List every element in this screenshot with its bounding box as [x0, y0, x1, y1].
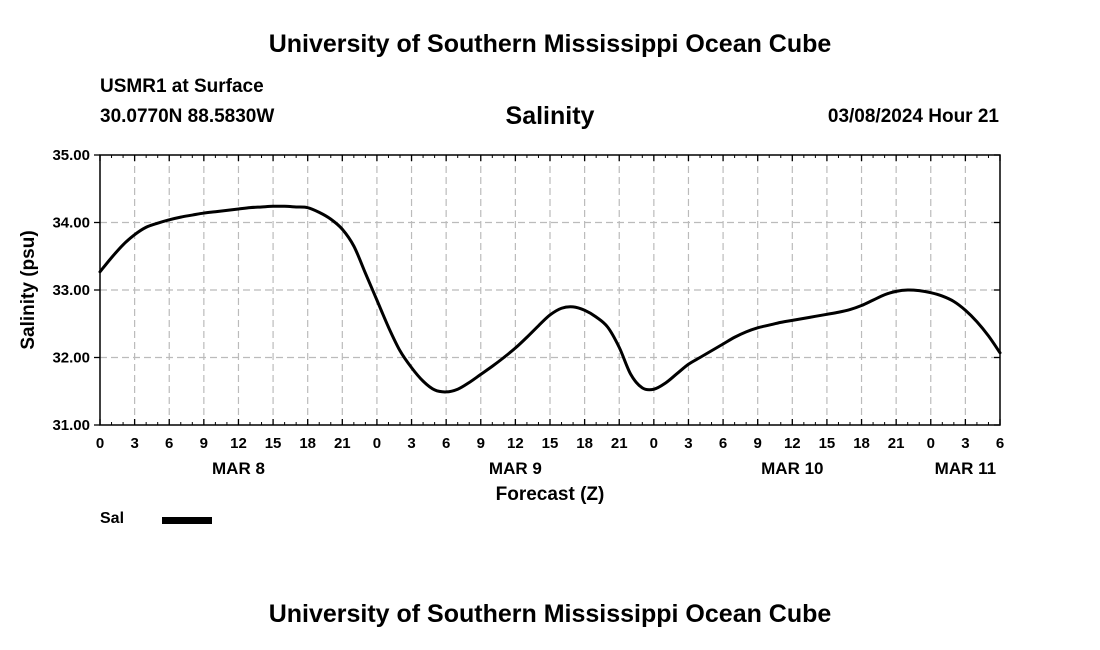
- x-tick-label: 18: [576, 435, 593, 452]
- x-tick-label: 15: [542, 435, 559, 452]
- x-tick-label: 21: [888, 435, 905, 452]
- y-tick-label: 35.00: [52, 147, 90, 164]
- page-title: University of Southern Mississippi Ocean…: [268, 30, 832, 58]
- y-tick-label: 32.00: [52, 350, 90, 367]
- x-tick-label: 3: [407, 435, 415, 452]
- x-tick-label: 9: [200, 435, 208, 452]
- grid-lines: [100, 155, 1000, 425]
- x-tick-label: 0: [927, 435, 935, 452]
- y-axis-label: Salinity (psu): [18, 230, 39, 349]
- y-tick-label: 34.00: [52, 215, 90, 232]
- x-tick-label: 6: [165, 435, 173, 452]
- legend-line-swatch: [162, 517, 212, 524]
- x-tick-label: 12: [230, 435, 247, 452]
- x-tick-label: 6: [442, 435, 450, 452]
- x-tick-label: 0: [373, 435, 381, 452]
- chart-title: Salinity: [505, 102, 595, 130]
- axis-ticks: [94, 154, 1001, 426]
- forecast-datetime: 03/08/2024 Hour 21: [827, 106, 999, 127]
- y-tick-label: 31.00: [52, 417, 90, 434]
- x-tick-labels: 0 3 6 9 12 15 18 21 0 3 6 9 12 15 18 21 0 3 6 9 12 15 18 21 0 3 6: [96, 435, 1004, 452]
- date-label: MAR 9: [489, 459, 542, 478]
- x-tick-label: 9: [477, 435, 485, 452]
- x-tick-label: 15: [265, 435, 282, 452]
- y-tick-label: 33.00: [52, 282, 90, 299]
- x-tick-label: 3: [961, 435, 969, 452]
- x-tick-label: 21: [334, 435, 351, 452]
- x-tick-label: 6: [996, 435, 1004, 452]
- date-labels: MAR 8 MAR 9 MAR 10 MAR 11: [212, 459, 996, 478]
- x-tick-label: 0: [650, 435, 658, 452]
- footer-title: University of Southern Mississippi Ocean…: [268, 600, 832, 628]
- x-tick-label: 3: [130, 435, 138, 452]
- y-tick-labels: 31.00 32.00 33.00 34.00 35.00: [52, 147, 90, 434]
- station-coordinates: 30.0770N 88.5830W: [100, 106, 275, 127]
- x-axis-label: Forecast (Z): [496, 484, 605, 505]
- x-tick-label: 21: [611, 435, 628, 452]
- x-tick-label: 18: [853, 435, 870, 452]
- x-tick-label: 0: [96, 435, 104, 452]
- legend-label: Sal: [100, 510, 125, 527]
- x-tick-label: 18: [299, 435, 316, 452]
- x-tick-label: 15: [819, 435, 836, 452]
- salinity-series-line: [98, 204, 1002, 394]
- x-tick-label: 12: [784, 435, 801, 452]
- x-tick-label: 12: [507, 435, 524, 452]
- station-name: USMR1 at Surface: [100, 76, 264, 97]
- date-label: MAR 11: [935, 459, 996, 478]
- x-tick-label: 9: [754, 435, 762, 452]
- date-label: MAR 8: [212, 459, 265, 478]
- x-tick-label: 6: [719, 435, 727, 452]
- x-tick-label: 3: [684, 435, 692, 452]
- date-label: MAR 10: [761, 459, 823, 478]
